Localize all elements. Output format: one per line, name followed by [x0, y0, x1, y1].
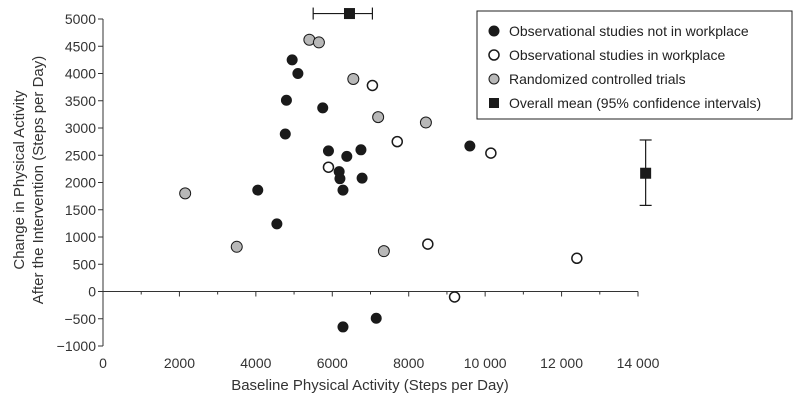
rct-point	[179, 187, 192, 200]
x-tick-label: 6000	[317, 355, 348, 371]
y-tick-label: 2000	[65, 175, 96, 191]
y-tick-label: −1000	[57, 338, 97, 354]
not-workplace-point	[341, 150, 353, 162]
legend-box	[476, 10, 793, 120]
not-workplace-point	[464, 140, 476, 152]
rct-point	[377, 245, 390, 258]
legend: Observational studies not in workplace O…	[476, 10, 793, 120]
x-tick-label: 12 000	[540, 355, 583, 371]
not-workplace-point	[252, 184, 264, 196]
not-workplace-point	[355, 144, 367, 156]
workplace-point	[322, 161, 335, 173]
rct-point	[230, 240, 243, 253]
legend-label-not-workplace: Observational studies not in workplace	[509, 23, 749, 39]
rct-point	[312, 36, 325, 49]
y-axis-title-line-2: After the Intervention (Steps per Day)	[30, 56, 47, 304]
workplace-point	[422, 238, 434, 250]
legend-marker-open-circle	[488, 49, 500, 61]
legend-item-workplace: Observational studies in workplace	[488, 47, 726, 63]
x-tick-label: 8000	[393, 355, 424, 371]
workplace-point	[391, 135, 403, 148]
not-workplace-point	[356, 172, 368, 184]
not-workplace-point	[317, 102, 329, 114]
x-tick-label: 4000	[240, 355, 271, 371]
not-workplace-point	[370, 312, 382, 324]
y-tick-label: 3500	[65, 93, 96, 109]
not-workplace-point	[337, 321, 349, 333]
y-axis: −1000 −500 0 500 1000 1500 2000 2500 3000 3500 400…	[57, 11, 104, 354]
y-tick-label: 1000	[65, 229, 96, 245]
legend-label-overall-mean: Overall mean (95% confidence intervals)	[509, 95, 761, 111]
not-workplace-point	[279, 128, 291, 140]
y-tick-label: 0	[88, 284, 96, 300]
legend-item-not-workplace: Observational studies not in workplace	[488, 23, 749, 39]
x-axis: 0 2000 4000 6000 8000 10 000 12 000 14 000	[99, 291, 660, 371]
legend-label-rct: Randomized controlled trials	[509, 71, 686, 87]
workplace-point	[571, 252, 583, 265]
legend-item-overall-mean: Overall mean (95% confidence intervals)	[489, 95, 761, 111]
mean-square-marker	[640, 167, 652, 179]
y-tick-label: 4000	[65, 66, 96, 82]
not-workplace-point	[322, 145, 334, 157]
legend-label-workplace: Observational studies in workplace	[509, 47, 726, 63]
data-points	[179, 8, 652, 333]
y-tick-label: 2500	[65, 147, 96, 163]
y-tick-label: −500	[64, 311, 96, 327]
not-workplace-point	[286, 54, 298, 66]
y-tick-label: 4500	[65, 38, 96, 54]
legend-marker-filled-square	[489, 98, 499, 108]
x-tick-label: 14 000	[617, 355, 660, 371]
legend-marker-gray-circle	[488, 73, 500, 85]
x-tick-label: 2000	[164, 355, 195, 371]
rct-point	[419, 116, 432, 129]
workplace-point	[366, 79, 379, 92]
y-tick-label: 500	[73, 256, 97, 272]
workplace-point	[448, 291, 461, 303]
y-axis-title-line-1: Change in Physical Activity	[11, 90, 28, 270]
x-tick-label: 10 000	[464, 355, 507, 371]
not-workplace-point	[337, 184, 349, 196]
y-tick-label: 5000	[65, 11, 96, 27]
legend-marker-filled-circle	[488, 25, 500, 37]
y-tick-label: 3000	[65, 120, 96, 136]
not-workplace-point	[334, 173, 346, 185]
legend-item-rct: Randomized controlled trials	[488, 71, 686, 87]
mean-square-marker	[343, 8, 355, 20]
y-tick-label: 1500	[65, 202, 96, 218]
x-axis-title: Baseline Physical Activity (Steps per Da…	[231, 377, 509, 394]
y-axis-title: Change in Physical Activity After the In…	[11, 56, 47, 304]
x-tick-label: 0	[99, 355, 107, 371]
rct-point	[347, 72, 360, 85]
not-workplace-point	[280, 94, 292, 106]
not-workplace-point	[292, 68, 304, 79]
workplace-point	[485, 147, 497, 159]
not-workplace-point	[271, 218, 283, 230]
rct-point	[372, 111, 385, 124]
